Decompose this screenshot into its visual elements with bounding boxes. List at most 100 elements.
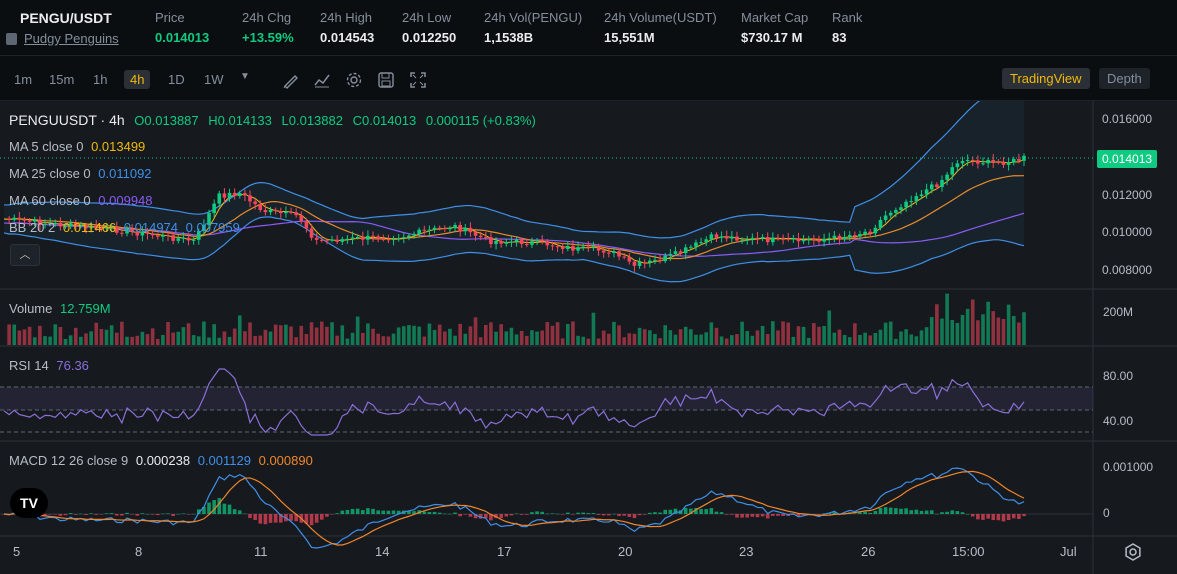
token-icon [6, 33, 17, 45]
save-icon[interactable] [377, 71, 395, 89]
candle-body [632, 261, 637, 266]
volume-legend[interactable]: Volume 12.759M [9, 301, 111, 316]
macd-histogram-bar [873, 510, 878, 514]
candle-body [494, 241, 498, 245]
macd-legend[interactable]: MACD 12 26 close 9 0.000238 0.001129 0.0… [9, 453, 313, 468]
fullscreen-icon[interactable] [409, 71, 427, 89]
ma5-legend[interactable]: MA 5 close 0 0.013499 [9, 139, 145, 154]
candle-body [145, 231, 150, 234]
tradingview-logo[interactable]: TV [10, 488, 48, 518]
macd-histogram-bar [622, 514, 627, 516]
candle-body [381, 238, 386, 240]
volume-bar [355, 316, 360, 345]
volume-bar [273, 324, 278, 345]
candle-body [22, 219, 27, 221]
macd-histogram-bar [325, 514, 329, 517]
macd-label: MACD 12 26 close 9 [9, 453, 129, 468]
volume-bar [468, 326, 473, 345]
macd-histogram-bar [360, 510, 365, 514]
macd-histogram-bar [1022, 514, 1026, 517]
volume-bar [330, 322, 334, 345]
depth-tab[interactable]: Depth [1099, 68, 1150, 89]
bb-upper-value: 0.014974 [123, 220, 179, 235]
volume-bar [724, 338, 729, 345]
chart-toolbar: 1m 15m 1h 4h 1D 1W ▼ TradingView Depth [0, 57, 1177, 101]
price-chart-canvas[interactable] [0, 101, 1177, 574]
macd-histogram-bar [340, 510, 345, 514]
tradingview-tab[interactable]: TradingView [1002, 68, 1090, 89]
volume-bar [443, 331, 447, 345]
candle-body [396, 238, 401, 240]
volume-bar [981, 314, 985, 345]
price-axis-label: 0.016000 [1102, 112, 1153, 126]
volume-bar [704, 332, 709, 345]
candle-body [340, 239, 345, 242]
candle-body [478, 235, 483, 238]
candle-body [17, 217, 22, 220]
candle-body [678, 251, 683, 254]
volume-bar [765, 334, 770, 345]
bb-legend[interactable]: BB 20 2 0.011466 0.014974 0.007959 [9, 220, 240, 235]
volume-bar [888, 321, 893, 345]
macd-histogram-bar [468, 514, 473, 517]
macd-histogram-bar [760, 514, 765, 517]
candle-body [591, 247, 596, 249]
chart-area[interactable]: PENGUUSDT · 4h O0.013887 H0.014133 L0.01… [0, 101, 1177, 574]
timeframe-1W[interactable]: 1W [204, 72, 224, 87]
pair-symbol[interactable]: PENGU/USDT [20, 10, 112, 26]
macd-histogram-bar [289, 514, 293, 521]
volume-bar [345, 338, 350, 345]
settings-icon[interactable] [345, 71, 363, 89]
macd-histogram-bar [591, 513, 596, 514]
ma25-value: 0.011092 [98, 166, 152, 181]
draw-icon[interactable] [282, 71, 300, 89]
macd-histogram-bar [84, 514, 88, 515]
ma25-legend[interactable]: MA 25 close 0 0.011092 [9, 166, 152, 181]
candle-body [278, 211, 283, 214]
chart-settings-icon[interactable] [1124, 543, 1142, 561]
chevron-down-icon[interactable]: ▼ [240, 71, 250, 82]
stat-value: 0.012250 [402, 30, 457, 45]
macd-histogram-bar [443, 513, 447, 515]
candle-body [540, 240, 544, 242]
ma5-label: MA 5 close 0 [9, 139, 84, 154]
candle-body [806, 239, 811, 241]
volume-bar [822, 325, 826, 345]
timeframe-1h[interactable]: 1h [93, 72, 108, 87]
macd-histogram-bar [776, 514, 780, 516]
candle-body [714, 234, 719, 238]
timeframe-4h[interactable]: 4h [124, 70, 151, 89]
macd-histogram-bar [448, 513, 452, 515]
macd-histogram-bar [596, 514, 601, 515]
indicator-icon[interactable] [313, 71, 331, 89]
volume-bar [1022, 312, 1026, 345]
ma60-legend[interactable]: MA 60 close 0 0.009948 [9, 193, 153, 208]
collapse-legend-button[interactable]: ︿ [10, 244, 40, 266]
volume-bar [248, 322, 252, 345]
rsi-legend[interactable]: RSI 14 76.36 [9, 358, 89, 373]
volume-bar [12, 324, 17, 345]
macd-histogram-bar [366, 508, 370, 514]
candle-body [596, 247, 601, 251]
timeframe-1m[interactable]: 1m [14, 72, 33, 87]
ma60-label: MA 60 close 0 [9, 193, 91, 208]
macd-histogram-bar [391, 510, 396, 514]
candle-body [294, 212, 298, 216]
timeframe-1D[interactable]: 1D [168, 72, 185, 87]
timeframe-15m[interactable]: 15m [49, 72, 75, 87]
candle-body [422, 229, 427, 231]
candle-body [683, 247, 688, 254]
macd-histogram-bar [58, 514, 63, 516]
candle-body [38, 219, 42, 225]
x-axis-label: Jul [1060, 544, 1077, 559]
macd-histogram-bar [371, 508, 375, 514]
candle-body [673, 251, 678, 254]
candle-body [243, 193, 247, 196]
volume-bar [796, 326, 801, 345]
candle-body [1017, 159, 1021, 161]
candle-body [489, 237, 493, 245]
candle-body [719, 236, 724, 238]
pair-name-link[interactable]: Pudgy Penguins [24, 31, 119, 46]
candle-body [965, 160, 970, 162]
x-axis-label: 14 [375, 544, 390, 559]
